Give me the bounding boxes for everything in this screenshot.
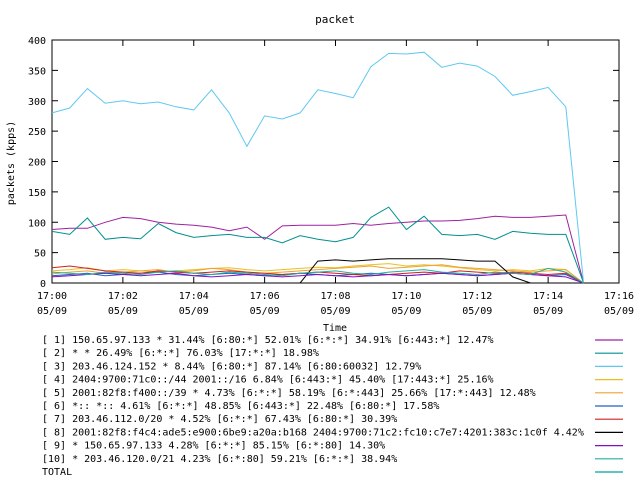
x-tick-time: 17:16 xyxy=(604,291,634,302)
x-tick-date: 05/09 xyxy=(604,306,634,317)
y-tick-label: 100 xyxy=(28,218,46,229)
legend-entry: [ 2] * * 26.49% [6:*:*] 76.03% [17:*:*] … xyxy=(42,348,319,359)
y-tick-label: 150 xyxy=(28,188,46,199)
y-axis-label: packets (kpps) xyxy=(6,121,17,205)
x-tick-date: 05/09 xyxy=(320,306,350,317)
series-lines xyxy=(51,51,585,284)
y-tick-label: 250 xyxy=(28,127,46,138)
series-line-9 xyxy=(51,272,584,284)
legend-entry: [10] * 203.46.120.0/21 4.23% [6:*:80] 59… xyxy=(42,454,397,465)
x-tick-time: 17:14 xyxy=(533,291,563,302)
legend-entry: [ 8] 2001:82f8:f4c4:ade5:e900:6be9:a20a:… xyxy=(42,427,584,438)
x-tick-date: 05/09 xyxy=(179,306,209,317)
plot-frame xyxy=(51,39,620,284)
x-tick-date: 05/09 xyxy=(533,306,563,317)
x-tick-date: 05/09 xyxy=(391,306,421,317)
x-tick-time: 17:00 xyxy=(37,291,67,302)
legend-entry: [ 5] 2001:82f8:f400::/39 * 4.73% [6:*:*]… xyxy=(42,388,536,399)
x-tick-date: 05/09 xyxy=(37,306,67,317)
series-line-2 xyxy=(51,206,585,284)
y-tick-label: 50 xyxy=(34,249,46,260)
x-tick-time: 17:04 xyxy=(179,291,209,302)
legend-entry: [ 4] 2404:9700:71c0::/44 2001::/16 6.84%… xyxy=(42,375,494,386)
x-tick-time: 17:12 xyxy=(462,291,492,302)
x-tick-time: 17:06 xyxy=(250,291,280,302)
y-tick-label: 400 xyxy=(28,36,46,47)
series-line-5 xyxy=(51,264,584,284)
legend-entry: [ 7] 203.46.112.0/20 * 4.52% [6:*:*] 67.… xyxy=(42,414,397,425)
legend-entry: TOTAL xyxy=(42,467,72,478)
x-tick-time: 17:08 xyxy=(320,291,350,302)
y-tick-label: 300 xyxy=(28,97,46,108)
series-line-8 xyxy=(52,258,584,284)
series-line-10 xyxy=(51,267,584,284)
legend-entry: [ 1] 150.65.97.133 * 31.44% [6:80:*] 52.… xyxy=(42,335,494,346)
x-tick-date: 05/09 xyxy=(462,306,492,317)
x-tick-time: 17:10 xyxy=(391,291,421,302)
x-tick-date: 05/09 xyxy=(108,306,138,317)
x-tick-date: 05/09 xyxy=(250,306,280,317)
y-tick-label: 200 xyxy=(28,158,46,169)
y-tick-label: 350 xyxy=(28,66,46,77)
legend: [ 1] 150.65.97.133 * 31.44% [6:80:*] 52.… xyxy=(42,335,623,478)
legend-entry: [ 3] 203.46.124.152 * 8.44% [6:80:*] 87.… xyxy=(42,361,421,372)
y-tick-label: 0 xyxy=(40,279,46,290)
chart-title: packet xyxy=(315,13,355,26)
legend-entry: [ 6] *:: *:: 4.61% [6:*:*] 48.85% [6:443… xyxy=(42,401,439,412)
x-tick-time: 17:02 xyxy=(108,291,138,302)
x-axis-label: Time xyxy=(323,323,347,334)
series-line-4 xyxy=(51,263,584,284)
series-line-3 xyxy=(51,51,585,284)
axis-ticks: 0 50 100 150 200 250 300 350 400 17:00 05/09 17:02 0… xyxy=(28,36,634,317)
series-line-1 xyxy=(51,214,585,284)
legend-entry: [ 9] * 150.65.97.133 4.28% [6:*:*] 85.15… xyxy=(42,441,385,452)
